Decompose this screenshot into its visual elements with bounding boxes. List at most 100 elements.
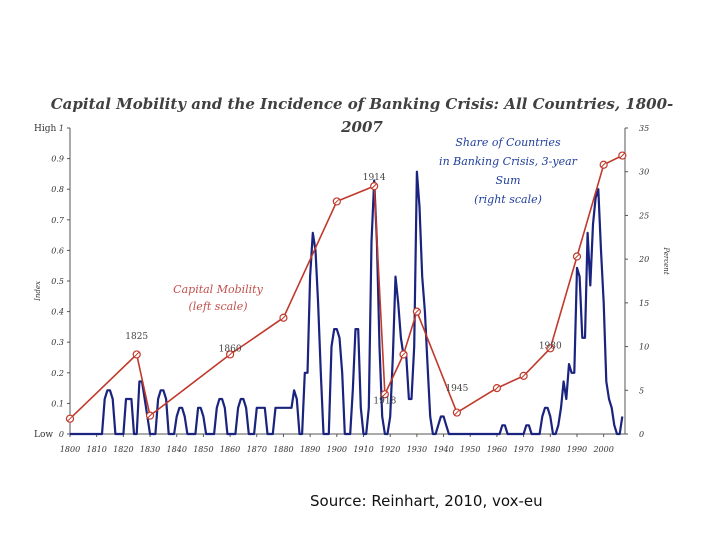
- left-axis-tick-label: 0.3: [51, 338, 64, 347]
- capital-mobility-marker-slash: [382, 391, 388, 398]
- year-label-1918: 1918: [373, 396, 396, 406]
- capital-mobility-marker-slash: [547, 345, 554, 352]
- x-axis-tick-label: 1830: [140, 445, 160, 454]
- x-axis-tick-label: 1840: [167, 445, 187, 454]
- x-axis-tick-label: 1850: [193, 445, 213, 454]
- annotations: Capital Mobility (left scale) Share of Cou…: [125, 136, 577, 406]
- x-axis-tick-label: 1800: [60, 445, 80, 454]
- left-axis-tick-label: 0.4: [51, 308, 64, 317]
- x-axis-tick-label: 1920: [380, 445, 400, 454]
- x-axis-tick-label: 1870: [247, 445, 267, 454]
- banking-crisis-annotation: in Banking Crisis, 3-year: [439, 155, 578, 168]
- x-axis-tick-label: 2000: [592, 445, 613, 454]
- capital-mobility-annotation: Capital Mobility: [173, 283, 263, 296]
- chart-title-line2: 2007: [340, 118, 383, 136]
- capital-mobility-point: [65, 414, 75, 423]
- x-axis-tick-label: 1980: [540, 445, 560, 454]
- capital-mobility-marker-slash: [333, 198, 340, 205]
- x-axis-tick-label: 1820: [113, 445, 133, 454]
- x-axis-tick-label: 1900: [327, 445, 347, 454]
- capital-mobility-annotation: (left scale): [189, 300, 248, 313]
- right-axis-tick-label: 35: [639, 124, 649, 133]
- x-axis-tick-label: 1880: [273, 445, 293, 454]
- left-axis-tick-label: 0.8: [51, 185, 64, 194]
- left-axis-tick-label: 0.5: [51, 277, 64, 286]
- capital-mobility-marker-slash: [520, 373, 527, 379]
- right-axis-tick-label: 30: [639, 168, 649, 177]
- capital-mobility-marker-slash: [574, 253, 580, 260]
- capital-mobility-point: [452, 408, 461, 417]
- year-label-1945: 1945: [445, 384, 468, 394]
- right-axis-tick-label: 5: [639, 386, 644, 395]
- left-axis-low-label: Low: [34, 430, 53, 440]
- x-axis-tick-label: 1810: [87, 445, 107, 454]
- plot-area: [65, 151, 627, 436]
- capital-mobility-marker-slash: [133, 351, 140, 358]
- capital-mobility-marker-slash: [454, 409, 460, 416]
- capital-mobility-marker-slash: [600, 161, 607, 168]
- x-axis-tick-label: 1860: [220, 445, 240, 454]
- capital-mobility-marker-slash: [227, 351, 233, 358]
- year-label-1825: 1825: [125, 332, 148, 342]
- banking-crisis-annotation: Share of Countries: [455, 136, 561, 149]
- source-caption: Source: Reinhart, 2010, vox-eu: [310, 492, 543, 510]
- chart-title: Capital Mobility and the Incidence of Ba…: [51, 95, 674, 136]
- left-axis-tick-label: 1: [59, 124, 64, 133]
- chart-title-line1: Capital Mobility and the Incidence of Ba…: [51, 95, 674, 113]
- right-axis-tick-label: 20: [638, 255, 649, 264]
- x-axis-tick-label: 1960: [487, 445, 507, 454]
- x-axis: 1800 1810 1820 1830 1840 1850 1860 1870 1880 1890…: [60, 433, 625, 454]
- capital-mobility-point: [599, 160, 608, 169]
- banking-crisis-annotation: Sum: [495, 174, 520, 187]
- capital-mobility-point: [572, 252, 582, 261]
- capital-mobility-point: [145, 411, 155, 420]
- left-axis-tick-label: 0.9: [51, 155, 64, 164]
- capital-mobility-marker-slash: [619, 152, 626, 159]
- capital-mobility-point: [279, 313, 288, 322]
- capital-mobility-point: [370, 182, 379, 191]
- capital-mobility-point: [332, 197, 341, 206]
- x-axis-tick-label: 1990: [567, 445, 587, 454]
- capital-mobility-marker-slash: [400, 351, 407, 358]
- left-axis-tick-label: 0: [59, 430, 64, 439]
- capital-mobility-point: [618, 151, 627, 160]
- year-label-1914: 1914: [363, 173, 386, 183]
- year-label-1980: 1980: [539, 341, 562, 351]
- left-axis-high-label: High: [34, 124, 56, 134]
- left-axis-tick-label: 0.1: [51, 399, 64, 408]
- capital-mobility-point: [399, 350, 408, 359]
- capital-mobility-point: [546, 344, 555, 353]
- capital-mobility-point: [492, 384, 502, 393]
- capital-mobility-point: [225, 350, 235, 359]
- left-axis-tick-label: 0.2: [51, 369, 64, 378]
- x-axis-tick-label: 1950: [460, 445, 480, 454]
- left-axis-tick-label: 0.6: [51, 246, 64, 255]
- capital-mobility-marker-slash: [280, 314, 287, 321]
- capital-mobility-point: [412, 307, 421, 316]
- capital-mobility-point: [132, 350, 141, 359]
- x-axis-tick-label: 1890: [300, 445, 320, 454]
- right-axis-title: Percent: [662, 246, 670, 274]
- right-axis: 0 5 10 15 20 25 30 35 Percent: [624, 124, 670, 439]
- right-axis-tick-label: 25: [638, 211, 649, 220]
- left-axis-title: Index: [34, 281, 42, 302]
- x-axis-tick-label: 1930: [407, 445, 427, 454]
- right-axis-tick-label: 0: [639, 430, 644, 439]
- banking-crisis-annotation: (right scale): [474, 193, 542, 206]
- x-axis-tick-label: 1940: [433, 445, 453, 454]
- year-label-1860: 1860: [219, 344, 242, 354]
- capital-mobility-point: [380, 390, 389, 399]
- right-axis-tick-label: 10: [639, 343, 649, 352]
- capital-mobility-marker-slash: [494, 385, 500, 391]
- capital-mobility-marker-slash: [67, 415, 73, 422]
- capital-mobility-point: [519, 371, 528, 380]
- capital-mobility-marker-slash: [371, 183, 378, 189]
- left-axis-tick-label: 0.7: [51, 216, 65, 225]
- x-axis-tick-label: 1910: [353, 445, 373, 454]
- banking-crisis-line: [70, 170, 624, 436]
- x-axis-tick-label: 1970: [513, 445, 533, 454]
- right-axis-tick-label: 15: [639, 299, 649, 308]
- capital-mobility-marker-slash: [414, 308, 420, 315]
